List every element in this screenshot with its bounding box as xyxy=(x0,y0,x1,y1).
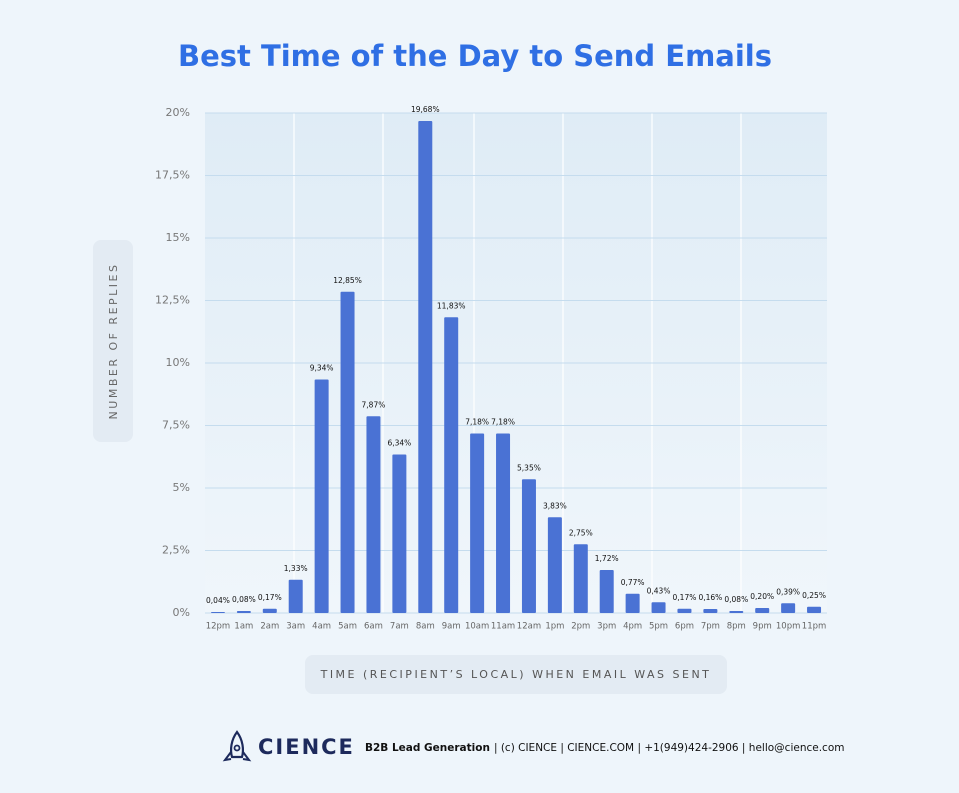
bar xyxy=(314,379,329,613)
x-tick-label: 9pm xyxy=(753,622,772,632)
x-tick-label: 3pm xyxy=(597,622,616,632)
x-tick-label: 3am xyxy=(286,622,305,632)
y-tick-label: 5% xyxy=(173,481,190,494)
x-tick-label: 5am xyxy=(338,622,357,632)
x-tick-label: 5pm xyxy=(649,622,668,632)
bar xyxy=(755,608,770,613)
x-tick-label: 12pm xyxy=(206,622,231,632)
bar xyxy=(418,121,433,613)
x-tick-label: 1pm xyxy=(545,622,564,632)
y-tick-label: 15% xyxy=(166,231,190,244)
data-label: 0,17% xyxy=(258,593,282,602)
x-axis-label: TIME (RECIPIENT’S LOCAL) WHEN EMAIL WAS … xyxy=(320,668,712,681)
footer-text: B2B Lead Generation | (c) CIENCE | CIENCE… xyxy=(365,742,844,754)
data-label: 5,35% xyxy=(517,463,541,472)
bar xyxy=(340,291,355,613)
data-label: 0,08% xyxy=(232,595,256,604)
bar xyxy=(521,479,536,613)
bar xyxy=(288,579,303,613)
bar xyxy=(807,606,822,613)
data-label: 1,33% xyxy=(284,564,308,573)
data-label: 7,18% xyxy=(491,418,515,427)
y-tick-label: 0% xyxy=(173,606,190,619)
bar xyxy=(262,608,277,613)
x-tick-label: 4am xyxy=(312,622,331,632)
x-tick-label: 2am xyxy=(260,622,279,632)
data-label: 0,20% xyxy=(750,592,774,601)
y-tick-label: 7,5% xyxy=(162,419,190,432)
footer-details: | (c) CIENCE | CIENCE.COM | +1(949)424-2… xyxy=(494,742,845,754)
data-label: 0,08% xyxy=(724,595,748,604)
bar xyxy=(677,608,692,613)
bar xyxy=(496,433,511,613)
data-label: 2,75% xyxy=(569,528,593,537)
data-label: 0,25% xyxy=(802,591,826,600)
chart-title: Best Time of the Day to Send Emails xyxy=(178,39,772,73)
bar xyxy=(703,609,718,613)
x-tick-label: 7am xyxy=(390,622,409,632)
x-tick-label: 10am xyxy=(465,622,489,632)
x-tick-label: 11pm xyxy=(802,622,827,632)
data-label: 0,77% xyxy=(621,578,645,587)
data-label: 0,39% xyxy=(776,587,800,596)
x-tick-label: 2pm xyxy=(571,622,590,632)
bar xyxy=(236,611,251,613)
x-tick-label: 12am xyxy=(517,622,541,632)
bar xyxy=(210,612,225,613)
footer-tagline: B2B Lead Generation xyxy=(365,742,490,754)
bar xyxy=(547,517,562,613)
bar xyxy=(651,602,666,613)
data-label: 12,85% xyxy=(333,276,362,285)
bar xyxy=(470,433,485,613)
data-label: 0,17% xyxy=(673,593,697,602)
bar xyxy=(444,317,459,613)
data-label: 0,04% xyxy=(206,596,230,605)
data-label: 3,83% xyxy=(543,501,567,510)
data-label: 7,87% xyxy=(362,400,386,409)
bar xyxy=(781,603,796,613)
x-tick-label: 9am xyxy=(442,622,461,632)
x-tick-label: 8am xyxy=(416,622,435,632)
x-tick-label: 6pm xyxy=(675,622,694,632)
data-label: 6,34% xyxy=(387,439,411,448)
y-axis-label: NUMBER OF REPLIES xyxy=(107,263,120,420)
x-tick-label: 7pm xyxy=(701,622,720,632)
x-tick-label: 11am xyxy=(491,622,515,632)
bar xyxy=(573,544,588,613)
bar xyxy=(729,611,744,613)
data-label: 1,72% xyxy=(595,554,619,563)
data-label: 9,34% xyxy=(310,364,334,373)
bar xyxy=(366,416,381,613)
y-tick-label: 10% xyxy=(166,356,190,369)
y-tick-label: 12,5% xyxy=(155,294,190,307)
data-label: 19,68% xyxy=(411,105,440,114)
x-tick-label: 6am xyxy=(364,622,383,632)
brand-name: CIENCE xyxy=(258,735,355,759)
y-tick-label: 2,5% xyxy=(162,544,190,557)
bar xyxy=(599,570,614,613)
bar xyxy=(625,593,640,613)
data-label: 7,18% xyxy=(465,418,489,427)
y-tick-label: 20% xyxy=(166,106,190,119)
data-label: 0,16% xyxy=(698,593,722,602)
data-label: 11,83% xyxy=(437,301,466,310)
x-tick-label: 1am xyxy=(234,622,253,632)
x-label-box xyxy=(305,655,727,694)
y-label-box xyxy=(93,240,133,442)
x-tick-label: 8pm xyxy=(727,622,746,632)
logo xyxy=(222,730,252,762)
x-tick-label: 4pm xyxy=(623,622,642,632)
y-tick-label: 17,5% xyxy=(155,169,190,182)
data-label: 0,43% xyxy=(647,586,671,595)
x-tick-label: 10pm xyxy=(776,622,801,632)
bar xyxy=(392,454,407,613)
